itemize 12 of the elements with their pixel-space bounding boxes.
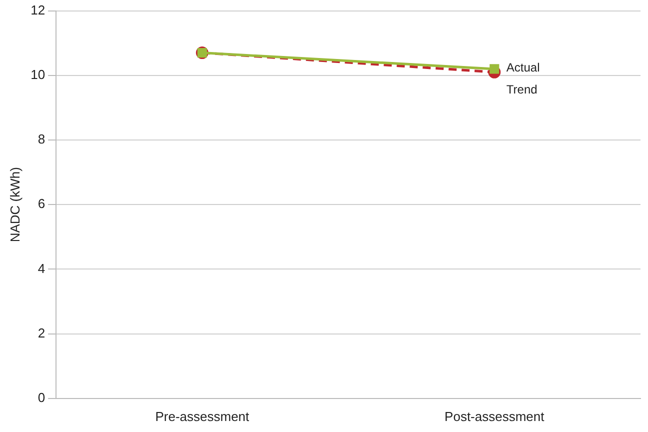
y-tick-label: 10 [30, 66, 46, 82]
y-tick-label: 0 [38, 390, 46, 405]
x-tick-label: Post-assessment [444, 408, 545, 424]
y-tick-label: 6 [38, 196, 46, 212]
x-tick-label: Pre-assessment [155, 408, 250, 424]
y-tick-label: 8 [38, 132, 46, 147]
series-label: Actual [506, 60, 540, 74]
y-tick-label: 4 [38, 260, 46, 276]
y-tick-label: 12 [30, 2, 46, 18]
series-label: Trend [506, 82, 538, 96]
y-axis-title: NADC (kWh) [7, 167, 22, 242]
y-tick-label: 2 [38, 325, 46, 340]
